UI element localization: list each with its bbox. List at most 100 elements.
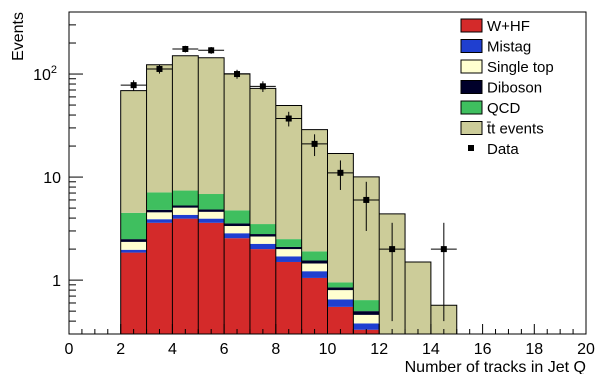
bar-w-hf bbox=[198, 222, 225, 334]
bar-mistag bbox=[301, 271, 328, 278]
bar-qcd bbox=[172, 190, 199, 206]
bar-w-hf bbox=[249, 249, 276, 334]
legend-label: Single top bbox=[487, 59, 554, 76]
bar-t-t-events bbox=[275, 105, 302, 240]
legend-entry: Mistag bbox=[460, 39, 531, 56]
bar-t-t-events bbox=[198, 57, 225, 195]
bar-w-hf bbox=[146, 222, 173, 334]
bar-t-t-events bbox=[249, 88, 276, 225]
bar-qcd bbox=[120, 212, 147, 240]
bar-single-top bbox=[249, 236, 276, 244]
bar-qcd bbox=[198, 194, 225, 210]
bar-qcd bbox=[275, 239, 302, 247]
bar-diboson bbox=[249, 234, 276, 237]
data-point-marker bbox=[440, 246, 447, 253]
bar-w-hf bbox=[120, 252, 147, 334]
legend-label: Mistag bbox=[487, 39, 531, 56]
legend-swatch bbox=[460, 39, 483, 53]
bar-diboson bbox=[327, 287, 354, 291]
bar-single-top bbox=[327, 290, 354, 300]
bar-qcd bbox=[146, 192, 173, 210]
legend-label: Diboson bbox=[487, 80, 542, 97]
legend-swatch bbox=[460, 100, 483, 115]
bar-qcd bbox=[224, 210, 250, 224]
bar-t-t-events bbox=[405, 261, 431, 334]
bar-mistag bbox=[120, 249, 147, 253]
legend-marker bbox=[468, 145, 474, 151]
data-point bbox=[353, 181, 380, 231]
legend-label: W+HF bbox=[487, 18, 530, 35]
x-tick-label: 2 bbox=[116, 341, 125, 358]
bar-diboson bbox=[224, 223, 250, 227]
data-point-marker bbox=[182, 45, 189, 52]
x-tick-label: 8 bbox=[271, 341, 280, 358]
x-tick-label: 0 bbox=[65, 341, 74, 358]
legend-swatch bbox=[460, 80, 483, 94]
bar-qcd bbox=[353, 300, 380, 312]
data-point bbox=[172, 45, 199, 53]
data-point bbox=[249, 81, 276, 92]
bar-t-t-events bbox=[146, 64, 173, 193]
bar-single-top bbox=[172, 207, 199, 215]
bar-t-t-events bbox=[224, 73, 250, 211]
bar-qcd bbox=[301, 251, 328, 261]
x-tick-label: 4 bbox=[168, 341, 177, 358]
legend-swatch bbox=[460, 59, 483, 74]
legend-entry: Diboson bbox=[460, 80, 542, 97]
bar-t-t-events bbox=[120, 90, 147, 213]
legend-entry: W+HF bbox=[460, 18, 530, 35]
bar-t-t-events bbox=[172, 55, 199, 191]
bar-w-hf bbox=[301, 277, 328, 334]
x-tick-label: 12 bbox=[370, 341, 388, 358]
x-tick-label: 14 bbox=[422, 341, 440, 358]
data-point bbox=[430, 222, 457, 322]
data-point-marker bbox=[234, 71, 241, 78]
bar-single-top bbox=[301, 263, 328, 272]
x-axis-label: Number of tracks in Jet Q bbox=[405, 359, 586, 374]
bar-w-hf bbox=[275, 261, 302, 334]
data-point bbox=[146, 64, 173, 74]
y-axis-label: Events bbox=[10, 12, 27, 61]
bar-mistag bbox=[353, 323, 380, 330]
data-point-marker bbox=[337, 169, 344, 176]
data-point bbox=[198, 46, 225, 54]
data-point bbox=[120, 80, 147, 91]
bar-qcd bbox=[327, 282, 354, 288]
bar-single-top bbox=[120, 241, 147, 250]
data-point-marker bbox=[363, 196, 370, 203]
bar-single-top bbox=[275, 249, 302, 257]
x-tick-label: 16 bbox=[474, 341, 492, 358]
bar-qcd bbox=[249, 224, 276, 235]
bar-w-hf bbox=[224, 238, 250, 334]
x-tick-label: 20 bbox=[577, 341, 595, 358]
data-point bbox=[301, 134, 328, 157]
y-tick-label: 102 bbox=[33, 64, 57, 84]
bar-mistag bbox=[275, 256, 302, 262]
data-point-marker bbox=[311, 140, 318, 147]
bar-diboson bbox=[146, 209, 173, 213]
data-points bbox=[120, 45, 457, 322]
data-point-marker bbox=[130, 82, 137, 89]
x-tick-label: 18 bbox=[525, 341, 543, 358]
bar-mistag bbox=[249, 243, 276, 250]
axes: 0 2 4 6 8 10 12 14 16 18 20 1 10 102 bbox=[33, 11, 595, 358]
bar-mistag bbox=[198, 218, 225, 223]
bar-diboson bbox=[275, 246, 302, 250]
legend-entry: Single top bbox=[460, 59, 554, 76]
data-point bbox=[327, 160, 354, 190]
bar-single-top bbox=[353, 314, 380, 324]
data-point-marker bbox=[156, 65, 163, 72]
y-tick-label: 1 bbox=[52, 273, 61, 290]
data-point bbox=[275, 111, 302, 127]
bar-diboson bbox=[120, 239, 147, 242]
x-tick-label: 6 bbox=[220, 341, 229, 358]
data-point-marker bbox=[285, 115, 292, 122]
bar-w-hf bbox=[172, 218, 199, 334]
x-tick-label: 10 bbox=[319, 341, 337, 358]
bar-mistag bbox=[146, 219, 173, 223]
bar-diboson bbox=[198, 209, 225, 212]
legend-swatch bbox=[460, 121, 483, 135]
bar-single-top bbox=[146, 212, 173, 220]
bar-mistag bbox=[224, 233, 250, 239]
